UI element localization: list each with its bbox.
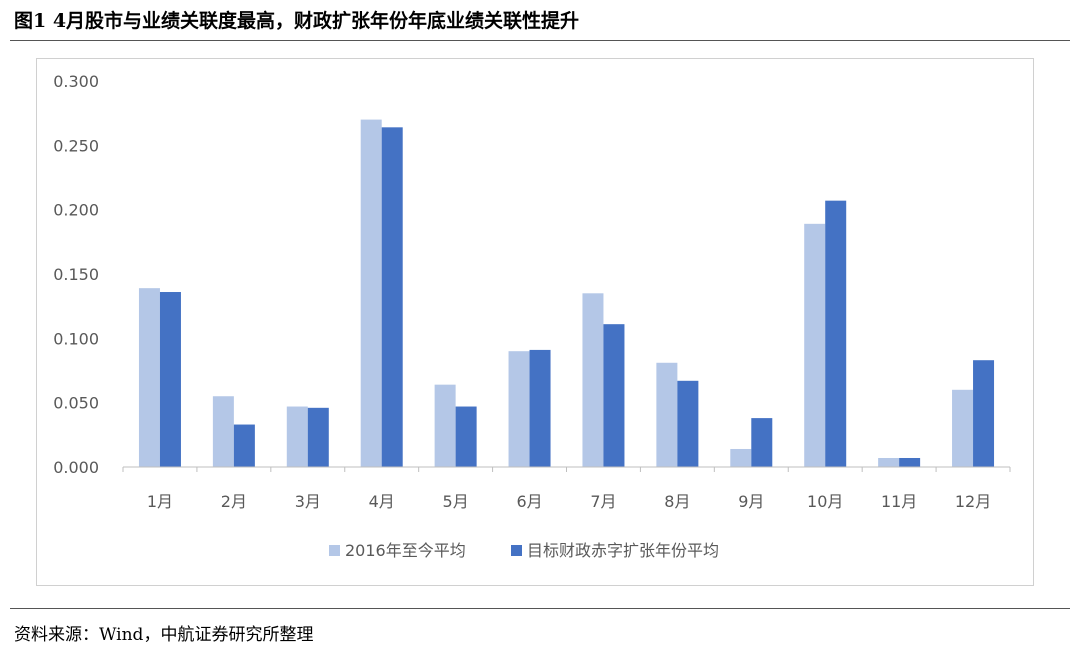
x-tick-label: 10月 — [807, 492, 843, 511]
bar-series-2-7 — [603, 324, 625, 467]
x-tick-label: 7月 — [590, 492, 616, 511]
figure-title: 图1 4月股市与业绩关联度最高，财政扩张年份年底业绩关联性提升 — [14, 10, 580, 32]
bar-chart: 0.000 0.050 0.100 0.150 0.200 0.250 0.300 1月 2月… — [53, 72, 1011, 560]
y-tick-label: 0.200 — [53, 201, 99, 220]
legend-swatch-2 — [511, 545, 522, 556]
bar-series-1-1 — [138, 288, 160, 467]
bar-series-2-10 — [825, 200, 847, 467]
x-axis-ticks — [122, 467, 1011, 472]
legend-label-2: 目标财政赤字扩张年份平均 — [527, 541, 719, 560]
bar-series-2-4 — [381, 127, 403, 467]
bar-series-2-11 — [899, 457, 921, 467]
top-rule — [10, 40, 1070, 41]
bar-series-1-12 — [952, 389, 974, 467]
x-tick-label: 12月 — [955, 492, 991, 511]
bar-series-2-3 — [307, 407, 329, 467]
bar-series-2-6 — [529, 349, 551, 467]
bar-series-1-4 — [360, 119, 382, 467]
bar-series-1-9 — [730, 448, 752, 467]
y-tick-label: 0.150 — [53, 265, 99, 284]
y-tick-label: 0.050 — [53, 394, 99, 413]
bar-series-2-5 — [455, 406, 477, 467]
bar-series-1-6 — [508, 351, 530, 467]
y-axis-labels: 0.000 0.050 0.100 0.150 0.200 0.250 0.300 — [53, 72, 99, 477]
source-note: 资料来源：Wind，中航证券研究所整理 — [14, 625, 314, 645]
x-tick-label: 4月 — [369, 492, 395, 511]
legend-swatch-1 — [329, 545, 340, 556]
bar-series-1-3 — [286, 406, 308, 467]
legend-label-1: 2016年至今平均 — [345, 541, 466, 560]
chart-frame: 0.000 0.050 0.100 0.150 0.200 0.250 0.300 1月 2月… — [36, 58, 1034, 586]
x-tick-label: 1月 — [147, 492, 173, 511]
bar-series-2-1 — [159, 292, 181, 467]
y-tick-label: 0.300 — [53, 72, 99, 91]
x-tick-label: 8月 — [664, 492, 690, 511]
bottom-rule — [10, 608, 1070, 609]
x-tick-label: 11月 — [881, 492, 917, 511]
bar-series-2-9 — [751, 418, 773, 467]
x-tick-label: 5月 — [443, 492, 469, 511]
bar-series-2-8 — [677, 380, 699, 467]
bar-series-1-8 — [656, 362, 678, 467]
bar-series-1-2 — [212, 396, 234, 467]
bar-series-2-2 — [233, 424, 255, 467]
x-tick-label: 2月 — [221, 492, 247, 511]
x-tick-label: 3月 — [295, 492, 321, 511]
bar-series-1-7 — [582, 293, 604, 467]
y-tick-label: 0.250 — [53, 136, 99, 155]
y-tick-label: 0.000 — [53, 458, 99, 477]
bar-series-1-11 — [878, 457, 900, 467]
x-tick-label: 6月 — [516, 492, 542, 511]
chart-legend: 2016年至今平均 目标财政赤字扩张年份平均 — [329, 541, 719, 560]
y-tick-label: 0.100 — [53, 329, 99, 348]
x-tick-label: 9月 — [738, 492, 764, 511]
x-axis-labels: 1月 2月 3月 4月 5月 6月 7月 8月 9月 10月 11月 12月 — [147, 492, 991, 511]
bar-series-1-5 — [434, 384, 456, 467]
chart-bars — [138, 119, 995, 467]
bar-series-1-10 — [804, 223, 826, 467]
bar-series-2-12 — [973, 360, 995, 467]
